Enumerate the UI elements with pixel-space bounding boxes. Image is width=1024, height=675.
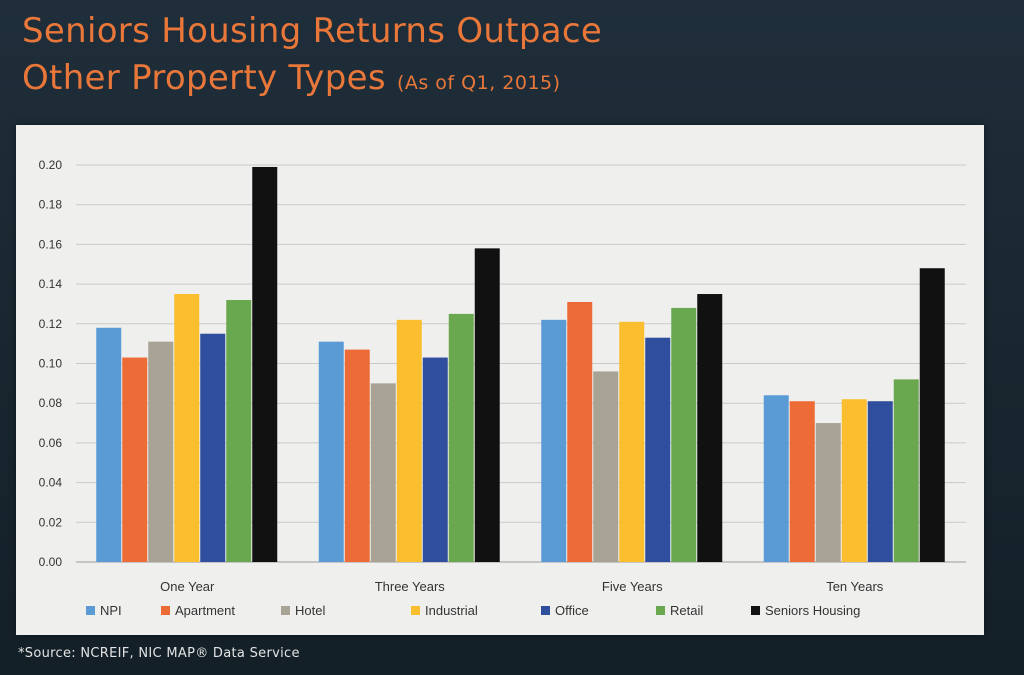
chart-subtitle: (As of Q1, 2015) [396, 72, 561, 94]
legend-label: NPI [100, 603, 122, 618]
legend-label: Seniors Housing [765, 603, 860, 618]
bar [448, 313, 474, 562]
bar [252, 166, 278, 563]
bars [96, 166, 945, 563]
legend-swatch [161, 606, 170, 615]
y-tick-label: 0.10 [39, 357, 63, 371]
bar [396, 319, 422, 562]
bar [474, 248, 500, 562]
y-tick-label: 0.16 [39, 237, 63, 251]
legend-swatch [541, 606, 550, 615]
legend-label: Hotel [295, 603, 325, 618]
legend-swatch [751, 606, 760, 615]
bar [789, 401, 815, 562]
bar [919, 268, 945, 562]
bar [893, 379, 919, 562]
x-tick-label: Ten Years [826, 579, 884, 594]
bar [619, 321, 645, 562]
chart-card: 0.00 0.02 0.04 0.06 0.08 0.10 0.12 0.14 0.16 0.18… [16, 125, 984, 635]
bar [763, 395, 789, 562]
bar [593, 371, 619, 562]
bar [344, 349, 370, 562]
legend-swatch [656, 606, 665, 615]
legend-swatch [411, 606, 420, 615]
legend-label: Industrial [425, 603, 478, 618]
y-tick-label: 0.04 [39, 476, 63, 490]
x-axis-ticks: One Year Three Years Five Years Ten Years [160, 579, 884, 594]
bar [567, 301, 593, 562]
chart-title: Seniors Housing Returns Outpace Other Pr… [22, 8, 602, 107]
legend-swatch [86, 606, 95, 615]
bar [671, 307, 697, 562]
y-tick-label: 0.14 [39, 277, 63, 291]
y-tick-label: 0.20 [39, 158, 63, 172]
bar-chart: 0.00 0.02 0.04 0.06 0.08 0.10 0.12 0.14 0.16 0.18… [39, 158, 966, 618]
bar [697, 294, 723, 562]
source-note: *Source: NCREIF, NIC MAP® Data Service [18, 646, 300, 661]
bar [122, 357, 148, 562]
y-tick-label: 0.18 [39, 198, 63, 212]
legend-label: Office [555, 603, 589, 618]
bar [645, 337, 671, 562]
bar [318, 341, 344, 562]
bar [174, 294, 200, 562]
bar [96, 327, 122, 562]
bar [815, 423, 841, 562]
title-line-1: Seniors Housing Returns Outpace [22, 11, 603, 51]
title-line-2-text: Other Property Types [22, 58, 386, 98]
y-axis-ticks: 0.00 0.02 0.04 0.06 0.08 0.10 0.12 0.14 0.16 0.18… [39, 158, 63, 569]
bar [541, 319, 567, 562]
bar [200, 333, 226, 562]
x-tick-label: One Year [160, 579, 215, 594]
bar [841, 399, 867, 562]
bar [370, 383, 396, 562]
legend: NPI Apartment Hotel Industrial Office Retail S… [86, 603, 860, 618]
y-tick-label: 0.06 [39, 436, 63, 450]
x-tick-label: Three Years [375, 579, 446, 594]
x-tick-label: Five Years [602, 579, 663, 594]
y-tick-label: 0.00 [39, 555, 63, 569]
bar [422, 357, 448, 562]
y-tick-label: 0.12 [39, 317, 63, 331]
legend-label: Apartment [175, 603, 235, 618]
legend-label: Retail [670, 603, 703, 618]
bar [148, 341, 174, 562]
legend-swatch [281, 606, 290, 615]
y-tick-label: 0.08 [39, 396, 63, 410]
bar [867, 401, 893, 562]
bar [226, 299, 252, 562]
y-tick-label: 0.02 [39, 515, 63, 529]
title-line-2: Other Property Types (As of Q1, 2015) [22, 55, 602, 107]
